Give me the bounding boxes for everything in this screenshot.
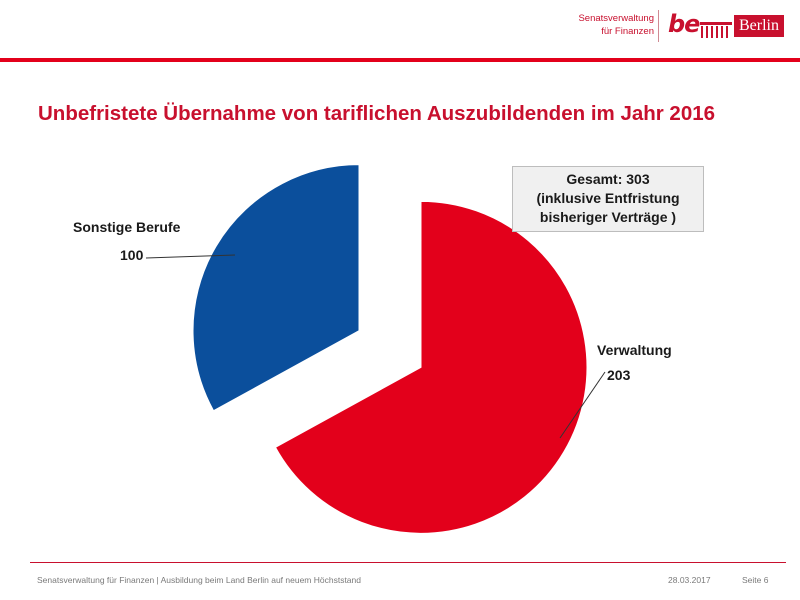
total-callout-box: Gesamt: 303 (inklusive Entfristung bishe…	[512, 166, 704, 232]
be-logo-text: be	[668, 10, 700, 38]
logo-divider	[658, 10, 659, 42]
berlin-logo-badge: Berlin	[734, 15, 784, 37]
category-label-sonstige-berufe: Sonstige Berufe	[73, 219, 181, 235]
org-name-line2: für Finanzen	[601, 26, 654, 37]
header-rule	[0, 58, 800, 62]
footer-date: 28.03.2017	[668, 575, 711, 585]
pie-slice-sonstige-berufe	[192, 164, 360, 412]
org-name: Senatsverwaltung für Finanzen	[576, 12, 654, 38]
footer-rule	[30, 562, 786, 563]
total-callout-line1: Gesamt: 303	[566, 171, 650, 187]
data-label-verwaltung: 203	[607, 367, 631, 383]
total-callout-line2: (inklusive Entfristung	[536, 190, 680, 206]
data-label-sonstige-berufe: 100	[120, 247, 144, 263]
footer-page-number: Seite 6	[742, 575, 769, 585]
leader-line-sonstige-berufe	[145, 254, 236, 259]
leader-line-verwaltung	[559, 371, 606, 439]
footer-source: Senatsverwaltung für Finanzen | Ausbildu…	[37, 575, 361, 585]
slide-title: Unbefristete Übernahme von tariflichen A…	[38, 102, 716, 125]
brandenburg-gate-icon	[700, 22, 732, 38]
category-label-verwaltung: Verwaltung	[597, 342, 672, 358]
total-callout-line3: bisheriger Verträge )	[539, 209, 677, 225]
org-name-line1: Senatsverwaltung	[578, 13, 654, 24]
